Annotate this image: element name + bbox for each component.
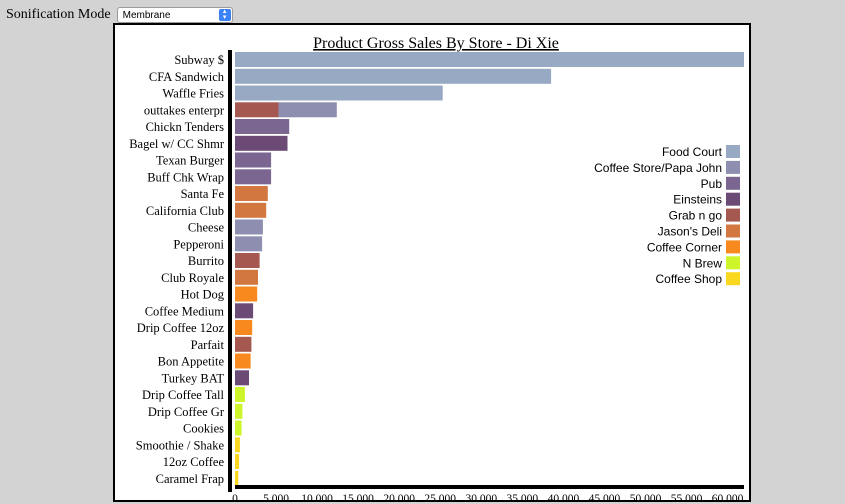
x-tick-label-2: 10,000 — [301, 493, 333, 500]
x-tick-label-10: 50,000 — [630, 493, 662, 500]
category-label-2: Waffle Fries — [162, 87, 224, 101]
x-tick-label-1: 5,000 — [263, 493, 289, 500]
category-label-23: Smoothie / Shake — [136, 438, 225, 452]
bar-15-0 — [235, 303, 254, 319]
category-label-19: Turkey BAT — [162, 371, 225, 385]
legend-label-2: Pub — [701, 177, 723, 191]
x-tick-label-7: 35,000 — [506, 493, 538, 500]
legend-label-6: Coffee Corner — [647, 240, 722, 254]
category-label-3: outtakes enterpr — [144, 103, 225, 117]
x-tick-label-4: 20,000 — [383, 493, 415, 500]
category-label-17: Parfait — [191, 338, 225, 352]
category-label-21: Drip Coffee Gr — [148, 405, 225, 419]
category-label-7: Buff Chk Wrap — [147, 170, 224, 184]
legend-swatch-8 — [726, 272, 740, 286]
bar-25-0 — [235, 470, 239, 486]
category-label-16: Drip Coffee 12oz — [137, 321, 225, 335]
legend-label-5: Jason's Deli — [658, 225, 722, 239]
legend-swatch-4 — [726, 208, 740, 222]
bar-11-0 — [235, 236, 263, 252]
legend-swatch-6 — [726, 240, 740, 254]
legend-label-8: Coffee Shop — [656, 272, 723, 286]
category-label-10: Cheese — [188, 221, 225, 235]
bars-group — [235, 52, 744, 486]
bar-16-0 — [235, 320, 253, 335]
category-label-0: Subway $ — [174, 53, 224, 67]
bar-22-0 — [235, 420, 242, 436]
bar-24-0 — [235, 454, 240, 469]
x-tick-label-11: 55,000 — [671, 493, 703, 500]
category-label-20: Drip Coffee Tall — [142, 388, 225, 402]
bar-5-0 — [235, 135, 288, 151]
bar-6-0 — [235, 152, 272, 168]
category-label-13: Club Royale — [161, 271, 224, 285]
bar-19-0 — [235, 370, 249, 386]
bar-2-0 — [235, 85, 443, 101]
bar-12-0 — [235, 253, 260, 268]
bar-14-0 — [235, 286, 258, 302]
category-label-24: 12oz Coffee — [163, 455, 225, 469]
legend: Food Court Coffee Store/Papa John Pub Einst… — [594, 145, 740, 286]
legend-label-4: Grab n go — [669, 209, 723, 223]
bar-21-0 — [235, 403, 243, 419]
legend-label-1: Coffee Store/Papa John — [594, 161, 722, 175]
category-label-8: Santa Fe — [181, 187, 225, 201]
category-label-25: Caramel Frap — [156, 472, 224, 486]
bar-3-0 — [235, 102, 279, 118]
x-tick-label-5: 25,000 — [424, 493, 456, 500]
bar-23-0 — [235, 437, 240, 453]
category-label-15: Coffee Medium — [145, 304, 225, 318]
x-axis: 0 5,000 10,000 15,000 20,000 25,000 30,000 35,0… — [232, 485, 744, 500]
category-label-11: Pepperoni — [173, 237, 224, 251]
chevron-updown-icon: ▴ ▾ — [218, 8, 231, 21]
legend-swatch-3 — [726, 192, 740, 206]
legend-label-0: Food Court — [662, 145, 723, 159]
legend-swatch-1 — [726, 160, 740, 174]
sonification-mode-select[interactable]: Membrane ▴ ▾ — [116, 7, 233, 23]
x-tick-label-6: 30,000 — [465, 493, 497, 500]
legend-swatch-2 — [726, 176, 740, 190]
bar-20-0 — [235, 387, 245, 402]
x-tick-label-3: 15,000 — [342, 493, 374, 500]
x-tick-label-9: 45,000 — [589, 493, 621, 500]
legend-swatch-7 — [726, 256, 740, 270]
category-label-9: California Club — [146, 204, 224, 218]
bar-13-0 — [235, 269, 258, 285]
legend-swatch-0 — [726, 145, 740, 158]
sonification-controls: Sonification Mode Membrane ▴ ▾ — [6, 5, 233, 25]
bar-10-0 — [235, 219, 263, 235]
sonification-mode-label: Sonification Mode — [6, 7, 111, 22]
bar-chart: Product Gross Sales By Store - Di Xie Su… — [129, 35, 744, 500]
category-label-14: Hot Dog — [181, 288, 225, 302]
chart-panel: Product Gross Sales By Store - Di Xie Su… — [113, 23, 751, 502]
bar-0-0 — [235, 52, 744, 67]
x-tick-label-12: 60,000 — [712, 493, 744, 500]
y-axis-line — [228, 50, 232, 492]
bar-3-1 — [278, 102, 337, 118]
category-label-12: Burrito — [188, 254, 224, 268]
legend-swatch-5 — [726, 224, 740, 238]
category-label-22: Cookies — [183, 422, 224, 436]
category-label-6: Texan Burger — [156, 154, 225, 168]
x-axis-line — [235, 485, 744, 489]
bar-4-0 — [235, 119, 290, 134]
bar-17-0 — [235, 336, 252, 352]
x-tick-label-8: 40,000 — [548, 493, 580, 500]
category-label-18: Bon Appetite — [158, 355, 225, 369]
bar-18-0 — [235, 353, 251, 369]
category-labels: Subway $ CFA Sandwich Waffle Fries outtakes… — [129, 50, 232, 492]
category-label-4: Chickn Tenders — [146, 120, 225, 134]
sonification-mode-value: Membrane — [122, 9, 171, 21]
bar-8-0 — [235, 186, 268, 201]
category-label-1: CFA Sandwich — [149, 70, 225, 84]
bar-7-0 — [235, 169, 272, 185]
legend-label-7: N Brew — [683, 256, 723, 270]
category-label-5: Bagel w/ CC Shmr — [129, 137, 225, 151]
x-tick-label-0: 0 — [232, 493, 238, 500]
legend-label-3: Einsteins — [673, 193, 722, 207]
bar-1-0 — [235, 68, 552, 84]
bar-9-0 — [235, 202, 267, 218]
chart-title: Product Gross Sales By Store - Di Xie — [313, 35, 559, 52]
